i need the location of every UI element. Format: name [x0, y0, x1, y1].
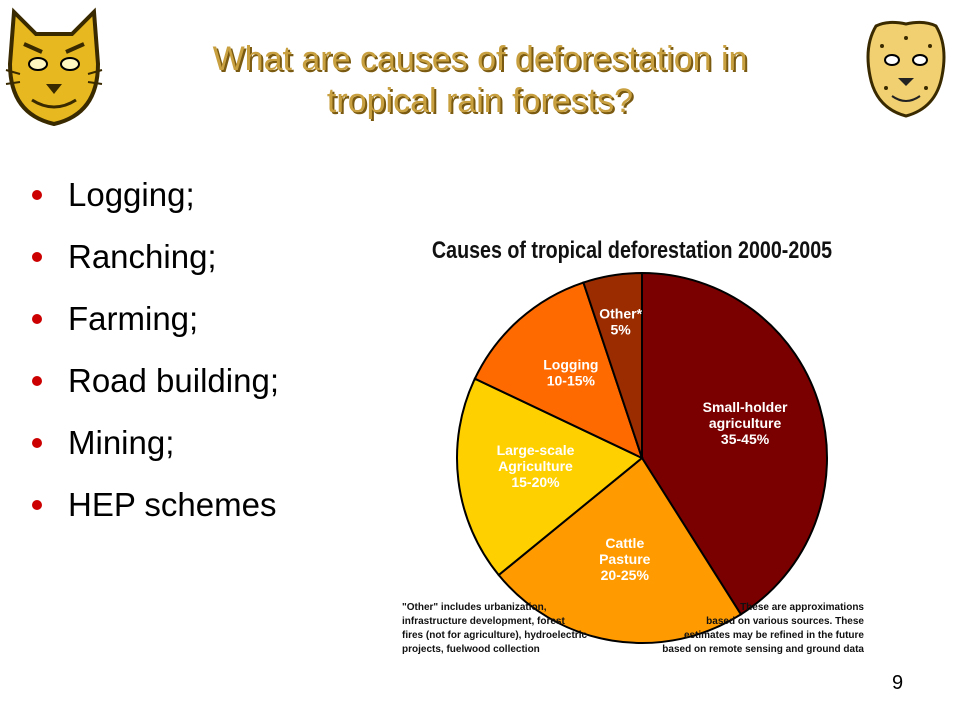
pie-chart: Causes of tropical deforestation 2000-20… [402, 236, 864, 655]
bullet-item: Road building; [28, 350, 279, 412]
footnote-line: These are approximations [740, 602, 864, 613]
bullet-item: Farming; [28, 288, 279, 350]
bullet-dot-icon [32, 376, 42, 386]
pie-labels: Small-holder agriculture 35-45% Cattle Pastu… [497, 306, 788, 583]
bullet-item: Logging; [28, 164, 279, 226]
pie-slice [641, 271, 828, 616]
chart-title: Causes of tropical deforestation 2000-20… [432, 236, 832, 263]
slice-label: Cattle Pasture 20-25% [599, 535, 651, 583]
bullet-text: Mining; [68, 424, 175, 461]
footnote-right: These are approximations based on various… [662, 602, 864, 655]
bullet-item: HEP schemes [28, 474, 279, 536]
page-number: 9 [892, 672, 904, 694]
bullet-text: HEP schemes [68, 486, 277, 523]
footnote-line: fires (not for agriculture), hydroelectr… [402, 630, 587, 641]
pie-slice [497, 456, 743, 644]
slice-label: Logging 10-15% [543, 357, 598, 389]
bullet-text: Ranching; [68, 238, 217, 275]
bullet-dot-icon [32, 438, 42, 448]
slice-label: Other* 5% [599, 306, 642, 338]
footnote-line: infrastructure development, forest [402, 616, 565, 627]
slice-label: Small-holder agriculture 35-45% [703, 399, 788, 447]
bullet-dot-icon [32, 314, 42, 324]
bullet-text: Farming; [68, 300, 199, 337]
footnote-left: "Other" includes urbanization, infrastruc… [402, 602, 587, 655]
footnote-line: based on various sources. These [706, 616, 864, 627]
bullet-dot-icon [32, 190, 42, 200]
pie-slice [473, 281, 644, 460]
bobcat-mascot-icon [5, 7, 103, 127]
slice-label: Large-scale Agriculture 15-20% [497, 442, 575, 490]
bullet-dot-icon [32, 252, 42, 262]
bullet-dot-icon [32, 500, 42, 510]
footnote-line: "Other" includes urbanization, [402, 602, 547, 613]
footnote-line: projects, fuelwood collection [402, 644, 540, 655]
pie-slice [582, 271, 643, 459]
footnote-line: estimates may be refined in the future [684, 630, 864, 641]
footnote-line: based on remote sensing and ground data [662, 644, 864, 655]
pie-slices [456, 271, 828, 644]
pie-slice [456, 377, 644, 577]
bullet-item: Ranching; [28, 226, 279, 288]
title-line-2: tropical rain forests? [326, 82, 634, 120]
bullet-list: Logging; Ranching; Farming; Road buildin… [28, 164, 279, 536]
bullet-item: Mining; [28, 412, 279, 474]
cheetah-mascot-icon [866, 20, 946, 118]
bullet-text: Logging; [68, 176, 195, 213]
bullet-text: Road building; [68, 362, 279, 399]
slide-title: What are causes of deforestation in trop… [120, 38, 840, 122]
title-line-1: What are causes of deforestation in [212, 40, 748, 78]
